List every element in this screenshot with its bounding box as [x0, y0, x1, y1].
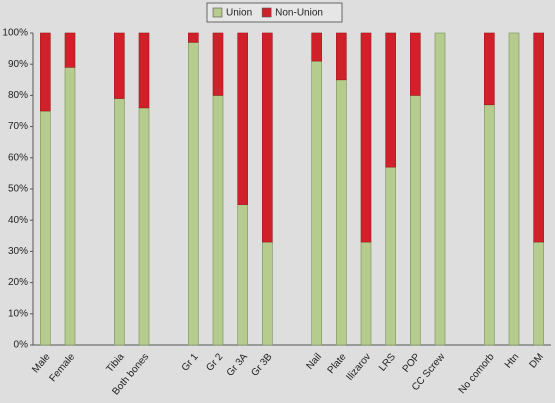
bar-segment [410, 32, 421, 96]
legend-swatch [261, 7, 272, 18]
y-tick-label: 80% [8, 90, 28, 101]
y-tick-label: 50% [8, 184, 28, 195]
bar-segment [188, 32, 199, 43]
y-tick-label: 10% [8, 308, 28, 319]
bar-segment [484, 32, 495, 106]
y-tick-label: 70% [8, 121, 28, 132]
y-tick-label: 60% [8, 152, 28, 163]
x-tick-label: Gr 3A [225, 351, 250, 378]
y-tick-label: 90% [8, 59, 28, 70]
legend-label: Non-Union [275, 8, 323, 19]
bar-segment [336, 32, 347, 81]
y-tick-label: 30% [8, 246, 28, 257]
x-tick-label: Ilizarov [345, 352, 374, 383]
bar-segment [311, 60, 322, 346]
bar-segment [360, 32, 372, 243]
legend-label: Union [226, 8, 252, 19]
y-tick-label: 20% [8, 277, 28, 288]
x-tick-label: POP [401, 351, 423, 375]
x-tick-label: Gr 1 [180, 351, 201, 373]
x-tick-label: DM [528, 352, 546, 371]
bar-segment [385, 32, 396, 168]
bar-segment [138, 107, 150, 346]
x-tick-label: Plate [326, 351, 349, 376]
bar-segment [360, 241, 372, 346]
bar-segment [138, 32, 150, 109]
bar-segment [212, 95, 224, 346]
bar-segment [114, 98, 125, 346]
bar-segment [484, 104, 495, 346]
x-tick-label: Htn [503, 352, 521, 371]
y-tick-label: 100% [2, 28, 28, 39]
bar-segment [64, 32, 76, 68]
bar-segment [237, 32, 248, 205]
legend: Union Non-Union [206, 2, 343, 23]
bar-segment [64, 67, 76, 346]
bar-segment [336, 79, 347, 346]
bar-segment [410, 95, 421, 346]
bar-segment [434, 32, 446, 346]
x-tick-label: Gr 3B [249, 351, 274, 378]
bar-segment [385, 166, 396, 346]
bar-segment [533, 32, 544, 243]
x-tick-label: Female [47, 351, 77, 384]
y-tick-label: 0% [14, 340, 29, 351]
y-tick-label: 40% [8, 215, 28, 226]
bar-segment [237, 204, 248, 346]
bar-segment [188, 42, 199, 346]
x-tick-label: Nail [304, 352, 324, 372]
x-tick-label: Tibia [105, 351, 127, 375]
legend-swatch [212, 7, 223, 18]
x-tick-label: Male [30, 351, 53, 375]
x-tick-label: Gr 2 [204, 351, 225, 373]
bar-segment [311, 32, 322, 62]
bar-segment [533, 241, 544, 346]
bar-segment [40, 110, 51, 346]
legend-box [206, 2, 343, 23]
bar-segment [114, 32, 125, 99]
bar-segment [508, 32, 520, 346]
bar-segment [262, 241, 273, 346]
x-tick-label: LRS [377, 351, 398, 373]
bar-segment [262, 32, 273, 243]
bar-segment [40, 32, 51, 112]
bar-segment [212, 32, 224, 96]
x-tick-label: No comorb [457, 351, 497, 396]
